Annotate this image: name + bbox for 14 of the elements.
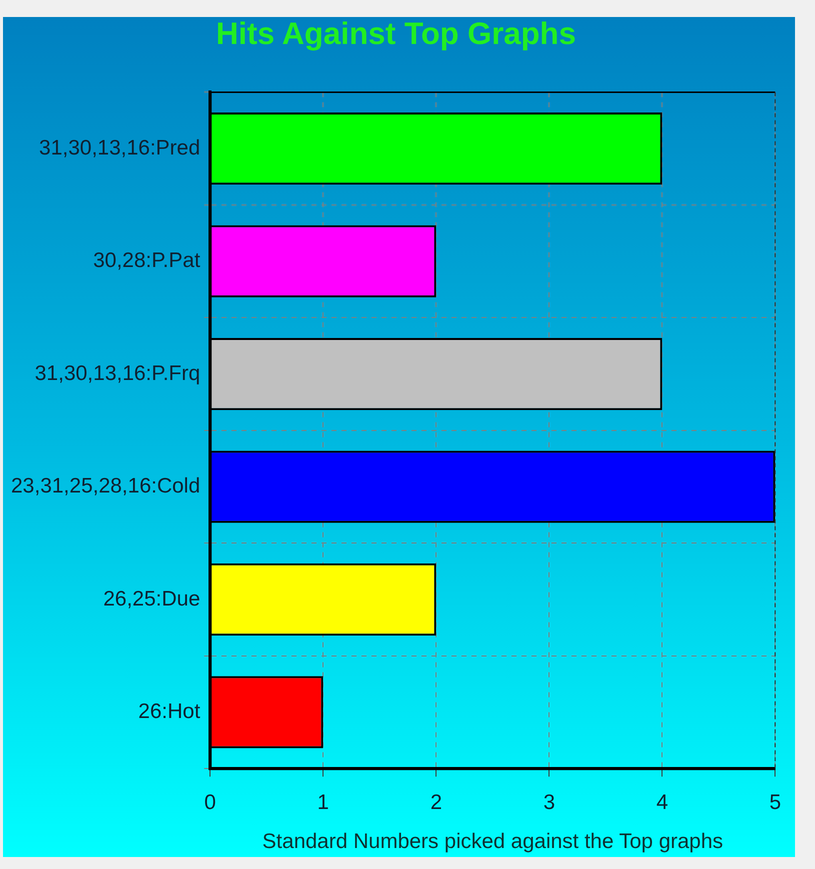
y-tick-label: 30,28:P.Pat	[93, 249, 200, 272]
x-axis-title: Standard Numbers picked against the Top graphs	[262, 830, 724, 854]
x-tick-label: 4	[656, 790, 668, 814]
y-tick-label: 26,25:Due	[103, 587, 200, 610]
x-tick-label: 1	[317, 790, 329, 814]
y-tick-label: 31,30,13,16:Pred	[39, 136, 200, 160]
y-tick-label: 26:Hot	[138, 700, 200, 724]
x-tick-label: 0	[204, 790, 216, 814]
y-tick-label: 31,30,13,16:P.Frq	[34, 362, 200, 385]
x-tick-label: 3	[543, 790, 555, 814]
chart-title: Hits Against Top Graphs	[216, 16, 576, 52]
x-tick-label: 2	[430, 790, 442, 814]
y-tick-label: 23,31,25,28,16:Cold	[11, 474, 200, 498]
x-tick-label: 5	[769, 790, 782, 814]
